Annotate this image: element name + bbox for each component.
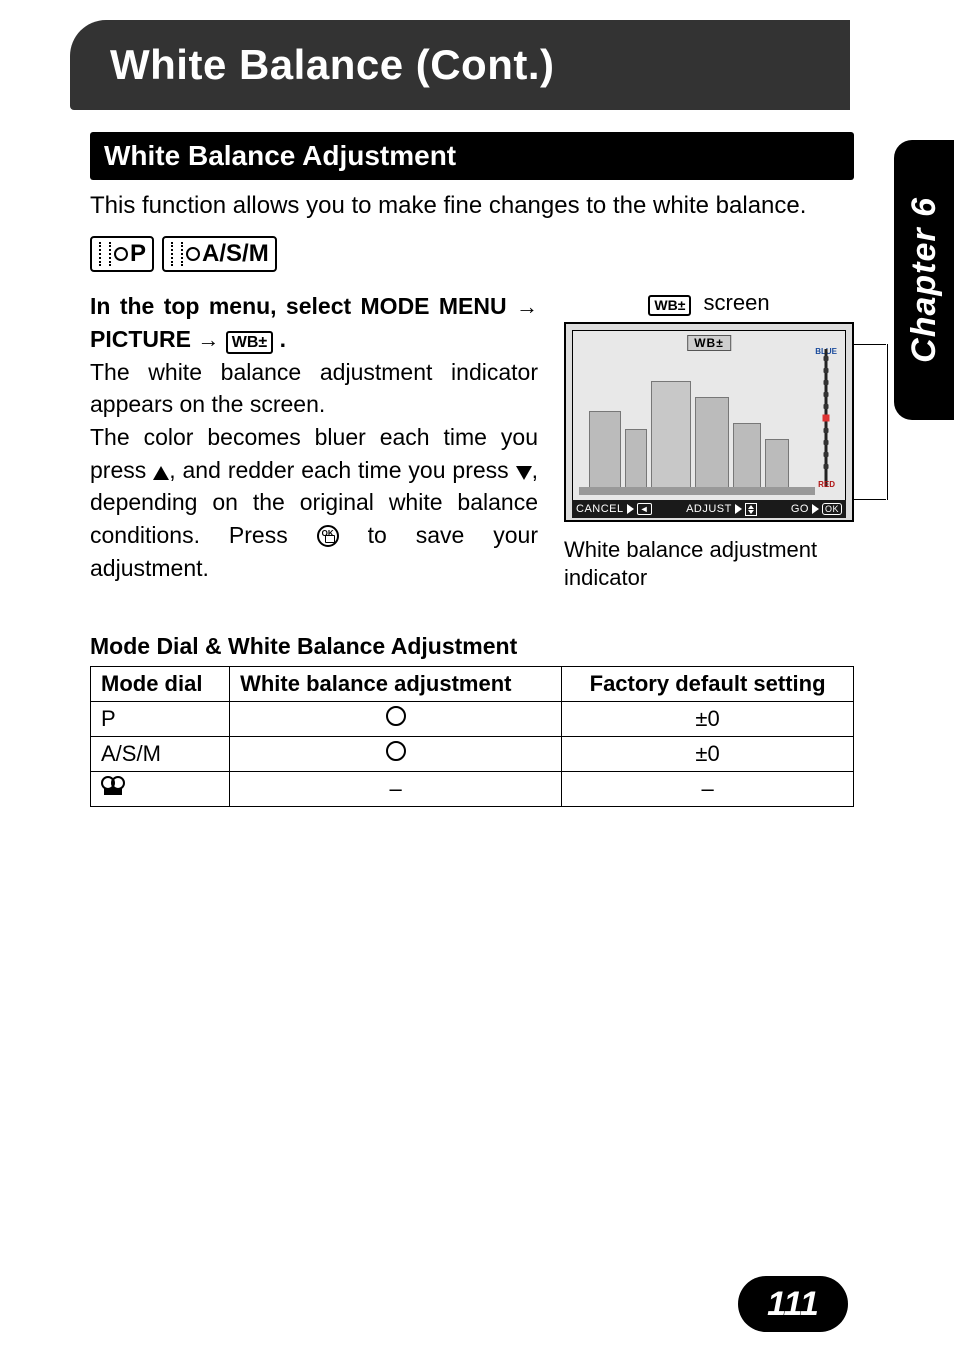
instruction-para3b: , and redder each time you press — [169, 457, 515, 483]
circle-icon — [386, 706, 406, 726]
camera-screen-illustration: WB± BLUE — [564, 322, 854, 522]
slider-red-label: RED — [818, 480, 835, 489]
mode-icon-p: P — [90, 236, 154, 272]
table-cell-mode: A/S/M — [91, 737, 230, 772]
ok-button-icon — [317, 525, 339, 547]
table-cell-default: ±0 — [562, 737, 854, 772]
footer-adjust: ADJUST — [686, 503, 732, 515]
chapter-tab: Chapter 6 — [894, 140, 954, 420]
menu-path-prefix: In the top menu, select MODE MENU — [90, 293, 507, 319]
triangle-up-icon — [153, 466, 169, 480]
mode-icon-asm-label: A/S/M — [202, 240, 269, 268]
table-cell-default: ±0 — [562, 702, 854, 737]
screen-inner: WB± BLUE — [572, 330, 846, 514]
indicator-leader-line — [852, 344, 888, 500]
wb-slider: BLUE RED — [819, 349, 833, 487]
wb-adjustment-table: Mode dial White balance adjustment Facto… — [90, 666, 854, 807]
table-row: – – — [91, 772, 854, 807]
page-title: White Balance (Cont.) — [110, 41, 555, 89]
table-cell-mode — [91, 772, 230, 807]
footer-ok: OK — [822, 503, 842, 515]
table-cell-mode: P — [91, 702, 230, 737]
title-band: White Balance (Cont.) — [70, 20, 850, 110]
left-nav-icon: ◄ — [637, 503, 652, 515]
triangle-down-icon — [516, 466, 532, 480]
buildings-illustration — [581, 379, 811, 489]
table-cell-default: – — [562, 772, 854, 807]
table-col-0: Mode dial — [91, 667, 230, 702]
screen-label: WB± screen — [564, 290, 854, 316]
circle-icon — [386, 741, 406, 761]
chapter-tab-label: Chapter 6 — [905, 197, 944, 363]
screen-wb-badge: WB± — [687, 335, 731, 351]
table-cell-wb — [230, 737, 562, 772]
wb-chip-icon: WB± — [648, 295, 691, 316]
page-number-value: 111 — [767, 1285, 819, 1324]
lead-text: This function allows you to make fine ch… — [90, 190, 854, 222]
section-header: White Balance Adjustment — [90, 132, 854, 180]
arrow-right-icon — [812, 504, 819, 514]
table-col-2: Factory default setting — [562, 667, 854, 702]
instruction-para2: The white balance adjustment indicator a… — [90, 359, 538, 418]
footer-go: GO — [791, 503, 809, 515]
wb-chip-icon: WB± — [226, 331, 273, 354]
dial-circle-icon — [186, 247, 200, 261]
arrow-icon: → — [197, 327, 219, 352]
screen-label-text: screen — [704, 290, 770, 315]
movie-icon — [101, 776, 127, 796]
mode-dial-icons: P A/S/M — [90, 236, 854, 272]
screen-footer: CANCEL ◄ ADJUST GO OK — [572, 500, 846, 518]
street-illustration — [579, 487, 815, 495]
table-row: P ±0 — [91, 702, 854, 737]
arrow-icon: → — [516, 294, 538, 319]
footer-cancel: CANCEL — [576, 503, 624, 515]
dial-icon — [96, 240, 110, 268]
dial-circle-icon — [114, 247, 128, 261]
table-cell-wb: – — [230, 772, 562, 807]
arrow-right-icon — [627, 504, 634, 514]
dial-icon — [168, 240, 182, 268]
indicator-caption: White balance adjustment indicator — [564, 536, 854, 591]
menu-path-picture: PICTURE — [90, 326, 191, 352]
arrow-right-icon — [735, 504, 742, 514]
page-number: 111 — [738, 1276, 848, 1332]
table-col-1: White balance adjustment — [230, 667, 562, 702]
table-heading: Mode Dial & White Balance Adjustment — [90, 633, 854, 660]
mode-icon-asm: A/S/M — [162, 236, 277, 272]
updown-icon — [745, 503, 757, 516]
mode-icon-p-label: P — [130, 240, 146, 268]
table-cell-wb — [230, 702, 562, 737]
instructions-text: In the top menu, select MODE MENU → PICT… — [90, 290, 538, 584]
slider-thumb-icon — [823, 415, 830, 422]
table-row: A/S/M ±0 — [91, 737, 854, 772]
menu-path-period: . — [280, 326, 286, 352]
